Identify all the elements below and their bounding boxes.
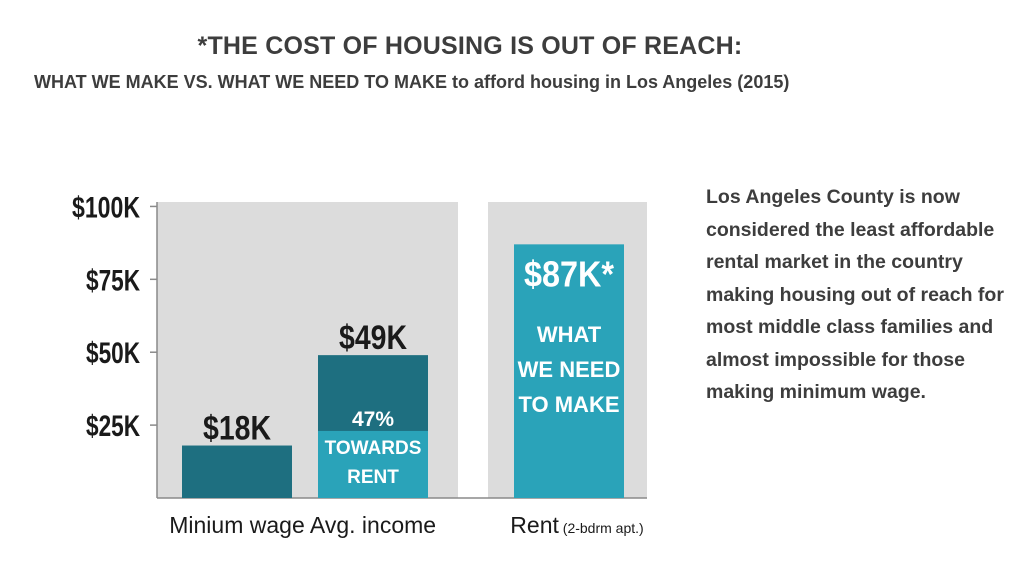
segment-label-line: RENT [347,467,399,488]
y-tick-label: $50K [86,337,140,370]
bar-3 [514,244,624,498]
x-category-label-main: Rent [510,512,559,538]
bar-value-label: $49K [339,319,407,357]
chart-title: *THE COST OF HOUSING IS OUT OF REACH: [197,32,743,60]
bar-inner-text-line: TO MAKE [518,392,619,417]
chart-subtitle: WHAT WE MAKE VS. WHAT WE NEED TO MAKE to… [34,72,790,92]
segment-label-line: 47% [352,408,394,431]
plot-gap-separator [458,202,488,498]
side-description: Los Angeles County is now considered the… [706,186,1004,403]
bar-value-label: $18K [203,410,271,448]
bar-chart: $100K $75K $50K $25K $18K Minium wage 47% TOWAR… [72,191,647,538]
y-tick-label: $100K [72,191,140,224]
x-category-label-main: Minium wage [169,512,305,538]
bar-inner-text-line: WE NEED [518,357,621,382]
x-category-label: Avg. income [310,512,436,538]
x-category-label: Minium wage [169,512,305,538]
bar-value-label: $87K* [524,253,614,294]
x-category-label-note: (2-bdrm apt.) [559,520,644,536]
x-category-label-main: Avg. income [310,512,436,538]
bar-1 [182,445,292,498]
segment-label-line: TOWARDS [325,438,422,459]
y-tick-label: $75K [86,264,140,297]
bar-inner-text-line: WHAT [537,322,602,347]
y-tick-label: $25K [86,410,140,443]
x-category-label: Rent (2-bdrm apt.) [510,512,643,538]
bar-segment-rent-share [318,430,428,498]
